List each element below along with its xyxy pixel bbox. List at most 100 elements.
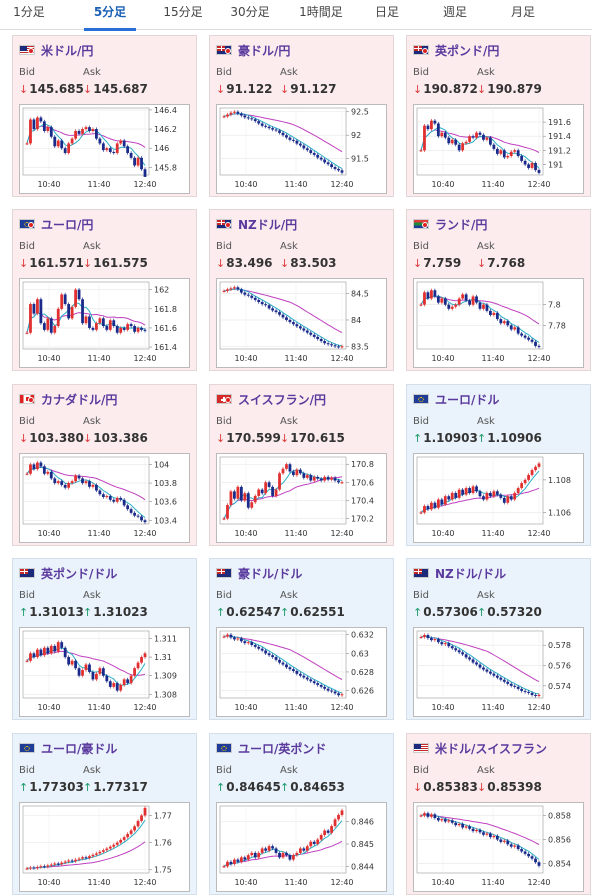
pair-name[interactable]: 英ポンド/ドル — [41, 566, 118, 581]
pair-header[interactable]: ランド/円 — [413, 216, 487, 232]
candlestick-chart[interactable]: 92.5 92 91.5 10:40 11:40 12:40 — [216, 104, 387, 194]
pair-name[interactable]: ランド/円 — [435, 217, 488, 232]
currency-card[interactable]: カナダドル/円 Bid Ask ↓103.380 ↓103.386 104 103.8 103… — [12, 384, 197, 546]
tab-5[interactable]: 1時間足 — [286, 0, 356, 30]
pair-header[interactable]: スイスフラン/円 — [216, 391, 326, 407]
candlestick-chart[interactable]: 1.108 1.106 10:40 11:40 12:40 — [413, 453, 584, 543]
pair-name[interactable]: ユーロ/ドル — [435, 392, 500, 407]
candle-body — [60, 294, 64, 309]
pair-name[interactable]: ユーロ/英ポンド — [238, 741, 327, 756]
pair-name[interactable]: 豪ドル/ドル — [238, 566, 303, 581]
candle-body — [122, 140, 126, 147]
pair-header[interactable]: ユーロ/豪ドル — [19, 740, 117, 756]
candle-body — [222, 518, 226, 520]
tab-4[interactable]: 30分足 — [222, 0, 278, 30]
candle-body — [430, 290, 433, 299]
tab-8[interactable]: 月足 — [498, 0, 548, 30]
candlestick-chart[interactable]: 0.578 0.576 0.574 10:40 11:40 12:40 — [413, 627, 584, 717]
currency-card[interactable]: スイスフラン/円 Bid Ask ↓170.599 ↓170.615 170.8 170.6… — [209, 384, 394, 546]
currency-card[interactable]: ユーロ/英ポンド Bid Ask ↑0.84645 ↑0.84653 0.846 0.845… — [209, 733, 394, 895]
pair-name[interactable]: 米ドル/円 — [41, 43, 94, 58]
candle-body — [436, 499, 440, 508]
candlestick-chart[interactable]: 0.858 0.856 0.854 10:40 11:40 12:40 — [413, 802, 584, 892]
pair-header[interactable]: NZドル/ドル — [413, 565, 506, 581]
candle-body — [257, 646, 261, 649]
candlestick-chart[interactable]: 84.5 84 83.5 10:40 11:40 12:40 — [216, 278, 387, 368]
candlestick-chart[interactable]: 1.77 1.76 1.75 10:40 11:40 12:40 — [19, 802, 190, 892]
currency-card[interactable]: 米ドル/スイスフラン Bid Ask ↓0.85383 ↓0.85398 0.858 0.8… — [406, 733, 591, 895]
pair-name[interactable]: NZドル/ドル — [435, 566, 507, 581]
x-tick-label: 12:40 — [330, 529, 353, 538]
pair-name[interactable]: NZドル/円 — [238, 217, 298, 232]
candle-body — [42, 466, 46, 474]
flag-gb-us-icon — [19, 568, 35, 578]
pair-header[interactable]: 米ドル/スイスフラン — [413, 740, 547, 756]
candlestick-chart[interactable]: 7.8 7.78 10:40 11:40 12:40 — [413, 278, 584, 368]
currency-card[interactable]: 豪ドル/円 Bid Ask ↓91.122 ↓91.127 92.5 92 91.5 10:40… — [209, 35, 394, 197]
tab-2[interactable]: 5分足 — [84, 0, 136, 31]
pair-name[interactable]: 豪ドル/円 — [238, 43, 291, 58]
ask-value: ↓170.615 — [280, 431, 345, 445]
candlestick-chart[interactable]: 146.4 146.2 146 145.8 10:40 11:40 12:40 — [19, 104, 190, 194]
pair-name[interactable]: 米ドル/スイスフラン — [435, 741, 548, 756]
currency-card[interactable]: 豪ドル/ドル Bid Ask ↑0.62547 ↑0.62551 0.632 0.63 0.6… — [209, 558, 394, 720]
pair-header[interactable]: 米ドル/円 — [19, 42, 93, 58]
candle-body — [471, 828, 475, 832]
flag-za-jp-icon — [413, 219, 429, 229]
pair-header[interactable]: カナダドル/円 — [19, 391, 117, 407]
ask-label: Ask — [477, 67, 495, 78]
pair-name[interactable]: カナダドル/円 — [41, 392, 118, 407]
x-tick-label: 11:40 — [481, 354, 504, 363]
currency-card[interactable]: NZドル/ドル Bid Ask ↑0.57306 ↑0.57320 0.578 0.576 0… — [406, 558, 591, 720]
candlestick-chart[interactable]: 0.632 0.63 0.628 0.626 10:40 11:40 12:40 — [216, 627, 387, 717]
arrow-down-icon: ↓ — [280, 83, 290, 96]
currency-card[interactable]: ユーロ/豪ドル Bid Ask ↑1.77303 ↑1.77317 1.77 1.76 1.7… — [12, 733, 197, 895]
tab-1[interactable]: 1分足 — [4, 0, 54, 30]
candlestick-chart[interactable]: 191.6 191.4 191.2 191 10:40 11:40 12:40 — [413, 104, 584, 194]
candle-body — [302, 675, 306, 678]
pair-header[interactable]: 豪ドル/円 — [216, 42, 290, 58]
candle-body — [136, 327, 140, 332]
pair-name[interactable]: ユーロ/豪ドル — [41, 741, 118, 756]
candle-body — [274, 489, 278, 496]
currency-card[interactable]: ユーロ/ドル Bid Ask ↑1.10903 ↑1.10906 1.108 1.106 10… — [406, 384, 591, 546]
y-tick-label: 0.63 — [351, 649, 369, 658]
currency-card[interactable]: ユーロ/円 Bid Ask ↓161.571 ↓161.575 162 161.8 161.6… — [12, 209, 197, 371]
pair-header[interactable]: 豪ドル/ドル — [216, 565, 302, 581]
candle-body — [46, 318, 50, 330]
pair-header[interactable]: ユーロ/円 — [19, 216, 93, 232]
ask-price: 103.386 — [93, 431, 148, 445]
bid-value: ↓0.85383 — [413, 780, 478, 794]
candle-body — [337, 168, 340, 171]
candle-body — [70, 860, 74, 862]
candle-body — [56, 642, 60, 652]
candlestick-chart[interactable]: 104 103.8 103.6 103.4 10:40 11:40 12:40 — [19, 453, 190, 543]
candle-body — [340, 482, 344, 484]
pair-header[interactable]: ユーロ/英ポンド — [216, 740, 326, 756]
pair-header[interactable]: 英ポンド/ドル — [19, 565, 117, 581]
pair-name[interactable]: ユーロ/円 — [41, 217, 94, 232]
tab-3[interactable]: 15分足 — [158, 0, 208, 30]
tab-7[interactable]: 週足 — [428, 0, 482, 30]
candlestick-chart[interactable]: 170.8 170.6 170.4 170.2 10:40 11:40 12:40 — [216, 453, 387, 543]
pair-name[interactable]: スイスフラン/円 — [238, 392, 327, 407]
tab-6[interactable]: 日足 — [368, 0, 406, 30]
pair-header[interactable]: NZドル/円 — [216, 216, 297, 232]
pair-header[interactable]: ユーロ/ドル — [413, 391, 499, 407]
candlestick-chart[interactable]: 162 161.8 161.6 161.4 10:40 11:40 12:40 — [19, 278, 190, 368]
currency-card[interactable]: 米ドル/円 Bid Ask ↓145.685 ↓145.687 146.4 146.2 146… — [12, 35, 197, 197]
currency-card[interactable]: ランド/円 Bid Ask ↓7.759 ↓7.768 7.8 7.78 10:40 11:40… — [406, 209, 591, 371]
candle-body — [426, 635, 430, 639]
pair-name[interactable]: 英ポンド/円 — [435, 43, 500, 58]
candlestick-chart[interactable]: 0.846 0.845 0.844 10:40 11:40 12:40 — [216, 802, 387, 892]
currency-card[interactable]: 英ポンド/円 Bid Ask ↓190.872 ↓190.879 191.6 191.4 19… — [406, 35, 591, 197]
ask-label: Ask — [477, 241, 495, 252]
candle-body — [468, 488, 471, 493]
currency-card[interactable]: NZドル/円 Bid Ask ↓83.496 ↓83.503 84.5 84 83.5 10:4… — [209, 209, 394, 371]
candlestick-chart[interactable]: 1.311 1.31 1.309 1.308 10:40 11:40 12:40 — [19, 627, 190, 717]
currency-card[interactable]: 英ポンド/ドル Bid Ask ↑1.31013 ↑1.31023 1.311 1.31 1.… — [12, 558, 197, 720]
candle-body — [88, 856, 91, 859]
candle-body — [67, 657, 71, 665]
pair-header[interactable]: 英ポンド/円 — [413, 42, 499, 58]
candle-body — [447, 820, 451, 822]
